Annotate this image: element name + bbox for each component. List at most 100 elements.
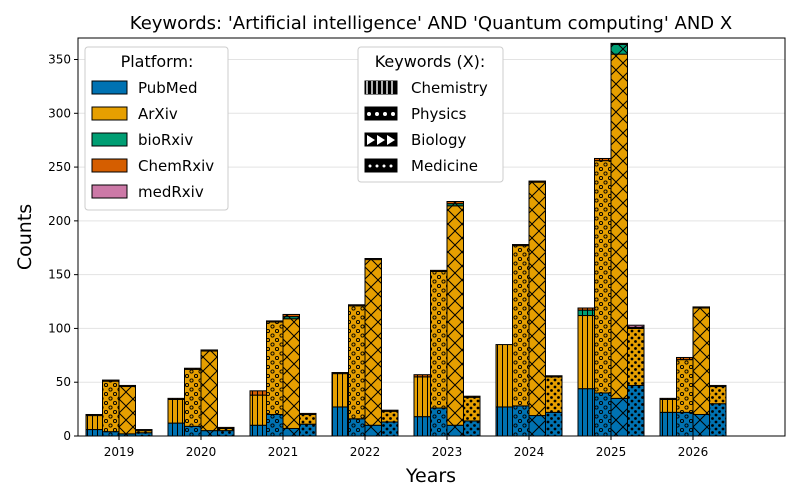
bar-hatch-chemistry-arxiv-2019 bbox=[86, 415, 103, 430]
bar-hatch-chemistry-arxiv-2026 bbox=[660, 399, 677, 413]
bar-hatch-medicine-chemrxiv-2024 bbox=[545, 375, 562, 377]
bar-hatch-chemistry-chemrxiv-2022 bbox=[332, 372, 349, 374]
x-tick-label: 2024 bbox=[514, 445, 545, 459]
bar-hatch-chemistry-biorxiv-2025 bbox=[578, 310, 595, 316]
bar-hatch-biology-chemrxiv-2019 bbox=[119, 385, 136, 387]
bar-hatch-medicine-arxiv-2026 bbox=[709, 386, 726, 404]
y-axis-ticks: 0 50 100 150 200 250 300 350 bbox=[48, 53, 78, 443]
legend-swatch-medicine-base bbox=[364, 158, 398, 173]
bar-hatch-biology-pubmed-2023 bbox=[447, 425, 464, 436]
legend-label-arxiv: ArXiv bbox=[138, 105, 178, 123]
bar-hatch-chemistry-chemrxiv-2021 bbox=[250, 390, 267, 396]
chart-title: Keywords: 'Artificial intelligence' AND … bbox=[130, 13, 732, 34]
bar-hatch-chemistry-chemrxiv-2026 bbox=[660, 398, 677, 400]
legend-pattern-chemistry bbox=[366, 81, 393, 94]
bar-hatch-biology-chemrxiv-2020 bbox=[201, 349, 218, 352]
bar-hatch-biology-arxiv-2025 bbox=[611, 54, 628, 399]
bar-hatch-chemistry-pubmed-2021 bbox=[250, 425, 267, 436]
legend-keyword-title: Keywords (X): bbox=[375, 52, 486, 71]
bar-hatch-biology-chemrxiv-2024 bbox=[529, 181, 546, 183]
bar-hatch-biology-pubmed-2026 bbox=[693, 414, 710, 436]
bar-hatch-biology-arxiv-2021 bbox=[283, 318, 300, 429]
bar-hatch-biology-arxiv-2024 bbox=[529, 182, 546, 416]
legend-label-medrxiv: medRxiv bbox=[138, 183, 204, 201]
bar-hatch-physics-pubmed-2021 bbox=[266, 414, 283, 436]
bar-hatch-chemistry-pubmed-2024 bbox=[496, 406, 513, 436]
bar-hatch-medicine-chemrxiv-2025 bbox=[627, 327, 644, 329]
bar-hatch-biology-pubmed-2019 bbox=[119, 433, 136, 436]
x-axis-label: Years bbox=[405, 465, 456, 487]
bar-hatch-medicine-chemrxiv-2022 bbox=[381, 410, 398, 412]
bar-hatch-chemistry-chemrxiv-2020 bbox=[168, 398, 185, 400]
bar-hatch-physics-arxiv-2025 bbox=[594, 160, 611, 393]
bar-hatch-biology-arxiv-2019 bbox=[119, 386, 136, 434]
bar-hatch-physics-arxiv-2026 bbox=[676, 359, 693, 413]
bar-hatch-medicine-chemrxiv-2026 bbox=[709, 385, 726, 387]
bar-hatch-medicine-chemrxiv-2020 bbox=[217, 427, 234, 429]
legend-platform: Platform: PubMed ArXiv bioRxiv ChemRxiv medR… bbox=[84, 46, 229, 211]
bar-hatch-biology-chemrxiv-2022 bbox=[365, 258, 382, 260]
legend-swatch-medrxiv bbox=[91, 184, 128, 199]
legend-label-chemrxiv: ChemRxiv bbox=[138, 157, 214, 175]
bar-hatch-medicine-chemrxiv-2023 bbox=[463, 396, 480, 398]
y-axis-label: Counts bbox=[14, 204, 36, 270]
bar-hatch-medicine-pubmed-2023 bbox=[463, 420, 480, 436]
y-tick-label: 0 bbox=[63, 429, 71, 443]
bar-hatch-chemistry-arxiv-2021 bbox=[250, 395, 267, 426]
bar-hatch-physics-arxiv-2020 bbox=[184, 369, 201, 427]
y-tick-label: 300 bbox=[48, 106, 71, 120]
bar-hatch-biology-arxiv-2026 bbox=[693, 307, 710, 415]
bar-hatch-physics-arxiv-2023 bbox=[430, 271, 447, 409]
bar-hatch-physics-chemrxiv-2025 bbox=[594, 158, 611, 161]
bar-hatch-medicine-pubmed-2022 bbox=[381, 422, 398, 436]
bar-hatch-chemistry-pubmed-2025 bbox=[578, 388, 595, 436]
x-tick-label: 2019 bbox=[104, 445, 135, 459]
legend-pattern-medicine bbox=[368, 164, 393, 168]
bar-hatch-chemistry-chemrxiv-2025 bbox=[578, 307, 595, 311]
legend-platform-title: Platform: bbox=[121, 52, 194, 71]
bar-hatch-biology-arxiv-2023 bbox=[447, 205, 464, 426]
bar-hatch-medicine-arxiv-2019 bbox=[135, 430, 152, 433]
bar-hatch-medicine-pubmed-2025 bbox=[627, 385, 644, 436]
legend-pattern-biology bbox=[367, 135, 395, 145]
legend-pattern-physics bbox=[367, 112, 395, 116]
legend-label-biology: Biology bbox=[411, 131, 467, 149]
bar-hatch-medicine-chemrxiv-2019 bbox=[135, 429, 152, 431]
bar-hatch-medicine-pubmed-2020 bbox=[217, 430, 234, 436]
bar-hatch-physics-pubmed-2022 bbox=[348, 418, 365, 436]
bar-hatch-chemistry-arxiv-2025 bbox=[578, 315, 595, 389]
legend-swatch-biorxiv bbox=[91, 132, 128, 147]
bar-hatch-physics-chemrxiv-2021 bbox=[266, 320, 283, 322]
bar-hatch-physics-arxiv-2021 bbox=[266, 321, 283, 415]
bar-hatch-chemistry-pubmed-2023 bbox=[414, 416, 431, 436]
x-tick-label: 2025 bbox=[596, 445, 627, 459]
bar-hatch-physics-pubmed-2026 bbox=[676, 412, 693, 436]
bar-hatch-physics-pubmed-2019 bbox=[102, 431, 119, 436]
bar-hatch-biology-chemrxiv-2021 bbox=[283, 314, 300, 317]
x-tick-label: 2020 bbox=[186, 445, 217, 459]
bar-hatch-biology-biorxiv-2023 bbox=[447, 203, 464, 206]
bar-hatch-biology-chemrxiv-2025 bbox=[611, 43, 628, 45]
bar-hatch-medicine-chemrxiv-2021 bbox=[299, 413, 316, 415]
bar-hatch-physics-pubmed-2024 bbox=[512, 405, 529, 436]
bar-hatch-medicine-pubmed-2019 bbox=[135, 432, 152, 436]
bar-hatch-chemistry-pubmed-2022 bbox=[332, 406, 349, 436]
y-tick-label: 50 bbox=[56, 375, 71, 389]
bar-hatch-biology-biorxiv-2021 bbox=[283, 316, 300, 319]
bar-hatch-biology-pubmed-2022 bbox=[365, 425, 382, 436]
legend-swatch-pubmed bbox=[91, 80, 128, 95]
bar-hatch-physics-chemrxiv-2019 bbox=[102, 380, 119, 382]
bar-hatch-physics-pubmed-2023 bbox=[430, 408, 447, 436]
bar-hatch-biology-pubmed-2021 bbox=[283, 428, 300, 436]
bar-hatch-physics-chemrxiv-2023 bbox=[430, 270, 447, 272]
bar-hatch-physics-chemrxiv-2026 bbox=[676, 357, 693, 360]
bar-hatch-medicine-arxiv-2022 bbox=[381, 411, 398, 423]
bar-hatch-medicine-arxiv-2024 bbox=[545, 376, 562, 413]
bar-hatch-chemistry-pubmed-2020 bbox=[168, 423, 185, 436]
x-axis-ticks: 2019 2020 2021 2022 2023 2024 2025 2026 bbox=[104, 436, 708, 459]
bar-hatch-medicine-pubmed-2024 bbox=[545, 412, 562, 436]
bar-hatch-physics-pubmed-2025 bbox=[594, 392, 611, 436]
legend-label-medicine: Medicine bbox=[411, 157, 478, 175]
legend-swatch-chemistry-base bbox=[364, 80, 398, 95]
